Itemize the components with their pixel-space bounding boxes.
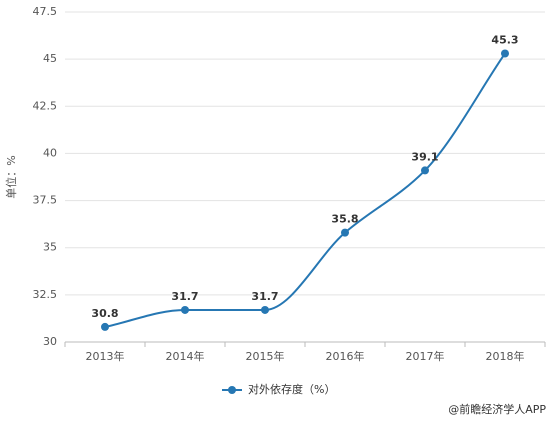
y-tick-label: 47.5 bbox=[33, 5, 58, 18]
y-tick-label: 30 bbox=[43, 335, 57, 348]
line bbox=[104, 52, 506, 328]
point bbox=[421, 166, 429, 175]
legend-marker bbox=[228, 386, 236, 394]
data-label: 31.7 bbox=[251, 290, 278, 303]
y-tick-label: 37.5 bbox=[33, 194, 58, 207]
legend-label: 对外依存度（%） bbox=[248, 382, 335, 396]
data-label: 35.8 bbox=[331, 213, 358, 226]
data-label: 45.3 bbox=[491, 33, 518, 46]
data-label: 39.1 bbox=[411, 150, 438, 163]
point bbox=[101, 322, 109, 331]
x-tick-label: 2016年 bbox=[326, 349, 365, 363]
y-tick-label: 32.5 bbox=[33, 288, 58, 301]
y-axis-label: 单位：% bbox=[4, 155, 18, 198]
point bbox=[261, 305, 269, 314]
y-tick-label: 35 bbox=[43, 241, 57, 254]
source: @前瞻经济学人APP bbox=[448, 402, 546, 416]
point bbox=[341, 228, 349, 237]
x-tick-label: 2017年 bbox=[406, 349, 445, 363]
point bbox=[501, 49, 509, 58]
x-tick-label: 2015年 bbox=[246, 349, 285, 363]
data-label: 30.8 bbox=[91, 307, 118, 320]
y-tick-label: 40 bbox=[43, 146, 57, 159]
y-tick-label: 42.5 bbox=[33, 99, 58, 112]
x-tick-label: 2014年 bbox=[166, 349, 205, 363]
x-tick-label: 2018年 bbox=[486, 349, 525, 363]
point bbox=[181, 305, 189, 314]
y-tick-label: 45 bbox=[43, 52, 57, 65]
x-tick-label: 2013年 bbox=[86, 349, 125, 363]
data-label: 31.7 bbox=[171, 290, 198, 303]
